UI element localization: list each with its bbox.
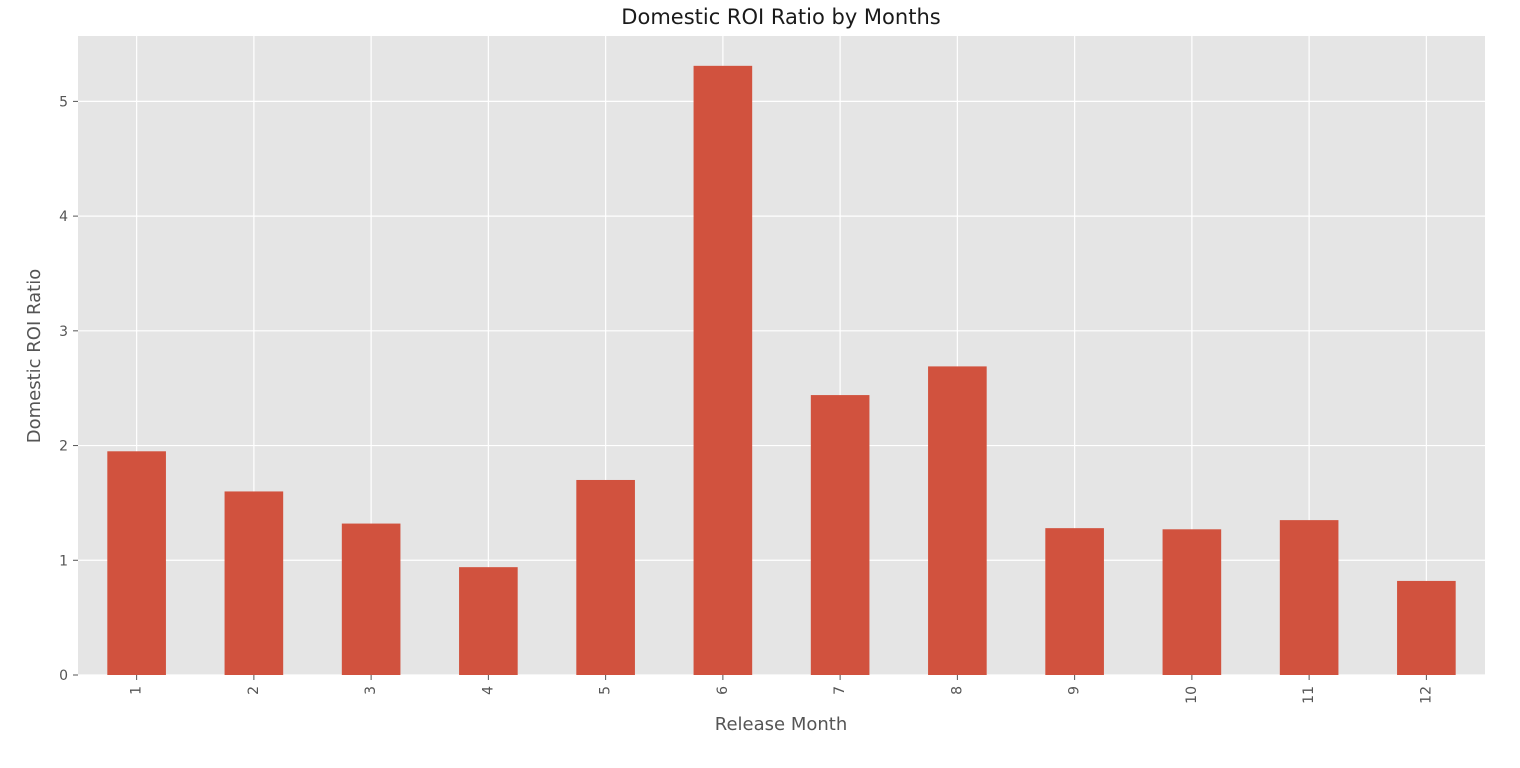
bar-month-6 [693, 65, 753, 676]
x-tick-label: 4 [480, 686, 496, 695]
x-tick-label: 11 [1301, 686, 1317, 704]
bar-month-12 [1397, 580, 1456, 675]
x-tick-label: 2 [246, 686, 262, 695]
x-tick-label: 1 [129, 686, 145, 695]
x-axis-ticks: 1 2 3 4 5 6 7 8 9 10 11 12 [129, 675, 1434, 704]
bar-month-4 [459, 567, 518, 675]
x-tick-label: 5 [598, 686, 614, 695]
bars [107, 65, 1456, 676]
bar-month-8 [928, 366, 987, 675]
plot-area [78, 36, 1485, 675]
y-axis-ticks: 0 1 2 3 4 5 [59, 94, 78, 684]
y-tick-label: 2 [59, 439, 68, 455]
x-axis-label: Release Month [715, 714, 847, 735]
y-tick-label: 4 [59, 209, 68, 225]
bar-month-9 [1045, 528, 1104, 675]
bar-month-7 [810, 395, 870, 675]
x-tick-label: 7 [832, 686, 848, 695]
y-tick-label: 1 [59, 553, 68, 569]
bar-month-5 [576, 479, 635, 675]
x-tick-label: 3 [363, 686, 379, 695]
x-tick-label: 9 [1067, 686, 1083, 695]
y-tick-label: 3 [59, 324, 68, 340]
bar-month-1 [107, 451, 166, 675]
x-tick-label: 10 [1184, 686, 1200, 704]
bar-month-10 [1162, 529, 1222, 675]
bar-month-3 [341, 523, 401, 675]
x-tick-label: 6 [715, 686, 731, 695]
y-tick-label: 0 [59, 668, 68, 684]
bar-month-2 [224, 491, 284, 675]
chart-title: Domestic ROI Ratio by Months [621, 5, 940, 29]
y-axis-label: Domestic ROI Ratio [24, 269, 45, 443]
x-tick-label: 12 [1418, 686, 1434, 704]
bar-month-11 [1279, 520, 1339, 675]
x-tick-label: 8 [949, 686, 965, 695]
y-tick-label: 5 [59, 94, 68, 110]
